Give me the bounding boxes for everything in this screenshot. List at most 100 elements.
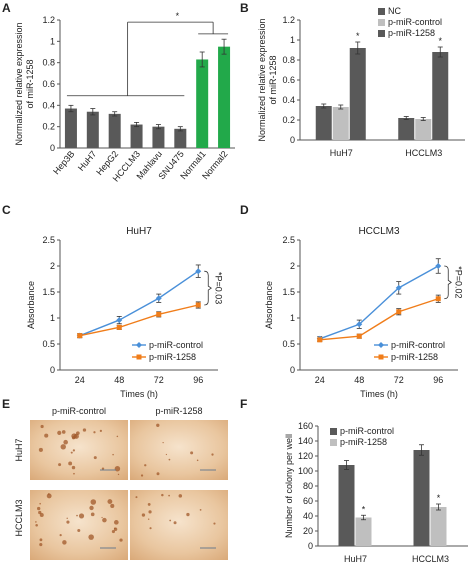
panel-d-line-p-miR-1258 (319, 298, 439, 341)
panel-c-line-p-miR-1258 (79, 304, 199, 337)
panel-f-bar-p-miR-1258-HCCLM3 (430, 507, 447, 546)
panel-b-ytick-label: 1 (290, 35, 295, 45)
colony-dot (110, 503, 115, 509)
colony-dot (116, 435, 119, 438)
colony-dot (90, 512, 95, 517)
colony-dot (113, 527, 118, 531)
colony-dot (156, 472, 160, 476)
panel-d-marker-p-miR-control (356, 321, 363, 328)
panel-b-legend-swatch (378, 19, 385, 26)
colony-dot (99, 429, 102, 432)
panel-d-ylabel: Absorbance (264, 281, 274, 329)
panel-c-title: HuH7 (126, 226, 152, 237)
panel-d-pvalue-bracket (444, 265, 452, 300)
colony-dot (156, 423, 160, 427)
panel-d-line-p-miR-control (319, 265, 439, 340)
panel-c-ytick-label: 1.5 (42, 287, 55, 297)
panel-d-xtick: 48 (354, 375, 364, 385)
panel-b-xtick-HCCLM3: HCCLM3 (405, 148, 442, 158)
colony-dot (44, 433, 49, 438)
colony-dot (35, 523, 38, 527)
colony-dot (101, 516, 103, 519)
colony-dot (119, 538, 123, 542)
panel-b-ytick-label: 0.4 (282, 95, 295, 105)
panel-c-ytick-label: 1 (50, 313, 55, 323)
panel-d-marker-p-miR-1258 (396, 309, 402, 315)
panel-b-bar-NC-HCCLM3 (398, 118, 415, 140)
panel-d-xtick: 72 (394, 375, 404, 385)
colony-dot (186, 512, 190, 517)
panel-d-legend-marker (378, 354, 384, 360)
panel-c-xtick: 24 (75, 375, 85, 385)
colony-dot (168, 494, 170, 497)
panel-a-ytick-label: 1.2 (42, 15, 55, 25)
colony-dot (102, 517, 107, 523)
panel-c-ytick-label: 0 (50, 365, 55, 375)
panel-c-xlabel: Times (h) (120, 389, 158, 399)
panel-c-ytick-label: 0.5 (42, 339, 55, 349)
panel-f-bar-p-miR-control-HuH7 (338, 465, 355, 546)
panel-b-legend-swatch (378, 30, 385, 37)
panel-label-D: D (240, 203, 249, 217)
panel-b-legend-p-miR-1258: p-miR-1258 (388, 28, 435, 38)
colony-dot (38, 510, 42, 515)
panel-c-legend-p-miR-1258: p-miR-1258 (149, 352, 196, 362)
panel-label-E: E (2, 397, 10, 411)
panel-f-ytick-label: 140 (298, 436, 313, 446)
panel-d-title: HCCLM3 (358, 226, 400, 237)
colony-dot (117, 473, 120, 476)
colony-dot (47, 493, 50, 495)
colony-dot (71, 436, 76, 440)
panel-a-ytick-label: 0.2 (42, 122, 55, 132)
colony-dot (135, 496, 138, 499)
panel-label-B: B (240, 1, 249, 15)
colony-dot (113, 520, 119, 525)
panel-c-marker-p-miR-1258 (116, 324, 122, 330)
panel-d-ytick-label: 0 (290, 365, 295, 375)
colony-dot (168, 458, 171, 461)
panel-label-F: F (240, 397, 247, 411)
colony-dot (144, 464, 147, 467)
panel-f-xtick-HuH7: HuH7 (344, 554, 367, 564)
panel-d-marker-p-miR-control (435, 263, 442, 269)
panel-c-marker-p-miR-1258 (195, 302, 201, 308)
panel-e-col-label: p-miR-1258 (155, 406, 202, 416)
panel-f-ytick-label: 160 (298, 421, 313, 431)
panel-b-bar-NC-HuH7 (315, 106, 332, 140)
colony-dot (66, 520, 70, 524)
panel-f-significance-star: * (362, 504, 366, 514)
panel-c-xtick: 48 (114, 375, 124, 385)
panel-b-ytick-label: 0.8 (282, 55, 295, 65)
panel-f-ylabel: Number of colony per well (284, 434, 294, 538)
colony-dot (178, 494, 183, 498)
panel-b-ylabel: Normalized relative expression (257, 18, 267, 141)
colony-dot (90, 499, 97, 505)
colony-dot (78, 513, 85, 519)
colony-dot (190, 451, 194, 455)
bar-SNU475 (174, 128, 187, 148)
colony-dot (76, 514, 78, 517)
panel-f-legend-swatch (330, 428, 337, 435)
bar-Hep3B (64, 108, 77, 148)
panel-b-ytick-label: 0.6 (282, 75, 295, 85)
panel-f-legend-swatch (330, 439, 337, 446)
colony-dot (140, 474, 144, 477)
panel-f-significance-star: * (437, 493, 441, 503)
panel-b-legend-NC: NC (388, 6, 401, 16)
panel-f-xtick-HCCLM3: HCCLM3 (412, 554, 449, 564)
panel-f-bar-p-miR-1258-HuH7 (355, 517, 372, 546)
panel-f-legend-p-miR-1258: p-miR-1258 (340, 437, 387, 447)
colony-dot (39, 502, 41, 505)
panel-c-ytick-label: 2 (50, 261, 55, 271)
panel-f-ytick-label: 40 (303, 511, 313, 521)
panel-c-marker-p-miR-control (155, 295, 162, 302)
panel-label-A: A (2, 1, 11, 15)
panel-e-row-label: HCCLM3 (14, 499, 24, 536)
panel-b-significance-star: * (356, 31, 360, 41)
panel-b-chart: 0 0.2 0.4 0.6 0.8 1 1.2 Normalized relative exp… (257, 6, 465, 158)
panel-a-ytick-label: 1 (50, 36, 55, 46)
panel-d-marker-p-miR-1258 (317, 337, 323, 343)
colony-dot (46, 493, 52, 499)
colony-dot (161, 493, 164, 497)
